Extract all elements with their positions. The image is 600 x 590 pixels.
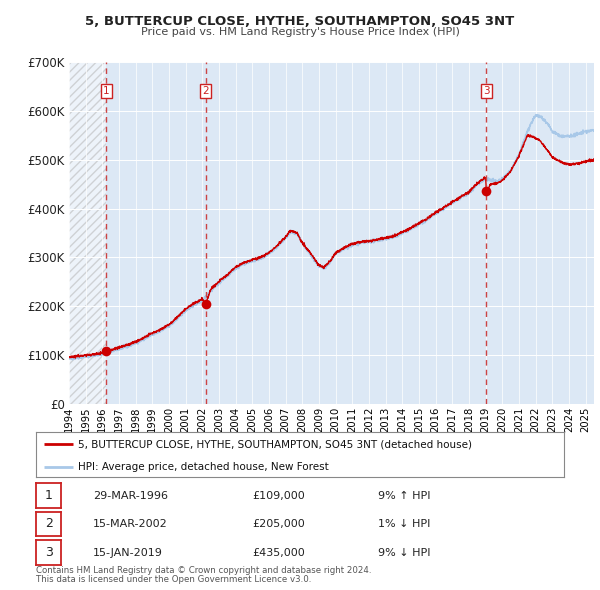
Text: 9% ↑ HPI: 9% ↑ HPI (378, 491, 431, 500)
Text: £435,000: £435,000 (252, 548, 305, 558)
Text: £109,000: £109,000 (252, 491, 305, 500)
Text: 2: 2 (44, 517, 53, 530)
Text: This data is licensed under the Open Government Licence v3.0.: This data is licensed under the Open Gov… (36, 575, 311, 584)
Text: 3: 3 (483, 86, 490, 96)
Text: Contains HM Land Registry data © Crown copyright and database right 2024.: Contains HM Land Registry data © Crown c… (36, 566, 371, 575)
Text: 9% ↓ HPI: 9% ↓ HPI (378, 548, 431, 558)
Text: 29-MAR-1996: 29-MAR-1996 (93, 491, 168, 500)
Text: 1: 1 (44, 489, 53, 502)
Text: 2: 2 (203, 86, 209, 96)
Text: 3: 3 (44, 546, 53, 559)
Text: £205,000: £205,000 (252, 519, 305, 529)
Text: 5, BUTTERCUP CLOSE, HYTHE, SOUTHAMPTON, SO45 3NT: 5, BUTTERCUP CLOSE, HYTHE, SOUTHAMPTON, … (85, 15, 515, 28)
Text: HPI: Average price, detached house, New Forest: HPI: Average price, detached house, New … (78, 462, 329, 472)
Text: 1: 1 (103, 86, 109, 96)
Text: 1% ↓ HPI: 1% ↓ HPI (378, 519, 430, 529)
Text: Price paid vs. HM Land Registry's House Price Index (HPI): Price paid vs. HM Land Registry's House … (140, 27, 460, 37)
Text: 5, BUTTERCUP CLOSE, HYTHE, SOUTHAMPTON, SO45 3NT (detached house): 5, BUTTERCUP CLOSE, HYTHE, SOUTHAMPTON, … (78, 440, 472, 450)
Text: 15-MAR-2002: 15-MAR-2002 (93, 519, 168, 529)
Text: 15-JAN-2019: 15-JAN-2019 (93, 548, 163, 558)
